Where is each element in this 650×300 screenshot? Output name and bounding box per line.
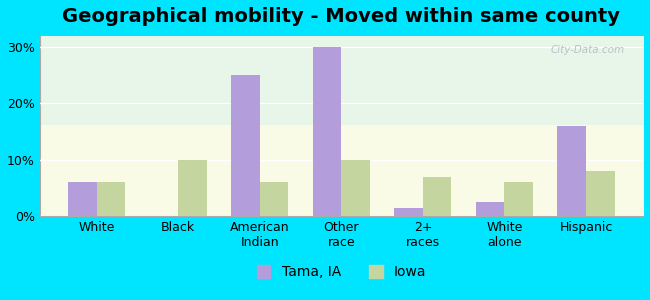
Bar: [423, 177, 452, 216]
Bar: [97, 182, 125, 216]
Title: Geographical mobility - Moved within same county: Geographical mobility - Moved within sam…: [62, 7, 620, 26]
Bar: [178, 160, 207, 216]
Bar: [558, 126, 586, 216]
Bar: [504, 182, 533, 216]
Bar: [260, 182, 289, 216]
Bar: [68, 182, 97, 216]
Bar: [341, 160, 370, 216]
Bar: [586, 171, 614, 216]
Bar: [395, 208, 423, 216]
Bar: [231, 75, 260, 216]
Text: City-Data.com: City-Data.com: [551, 45, 625, 55]
Legend: Tama, IA, Iowa: Tama, IA, Iowa: [251, 260, 432, 285]
Bar: [476, 202, 504, 216]
Bar: [313, 47, 341, 216]
